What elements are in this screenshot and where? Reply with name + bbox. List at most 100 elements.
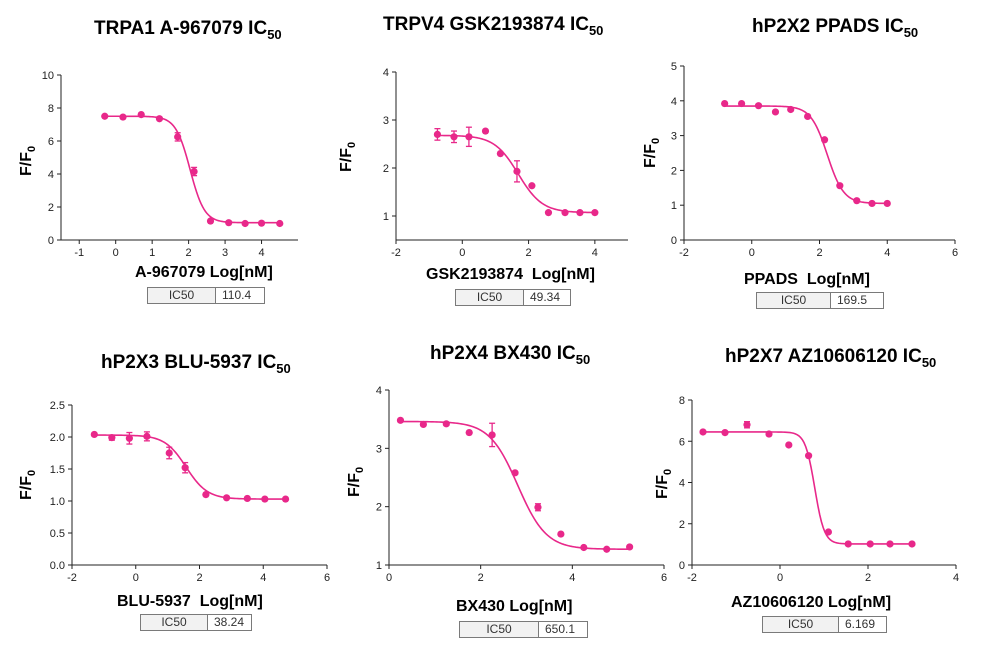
x-tick-label: 4 (569, 572, 575, 584)
x-tick-label: 4 (258, 247, 264, 259)
data-point (241, 219, 249, 228)
data-point (528, 182, 536, 190)
x-tick-label: 2 (865, 572, 871, 584)
x-tick-label: -2 (687, 572, 697, 584)
data-point (257, 219, 266, 227)
y-tick-label: 6 (679, 436, 685, 448)
data-point (481, 127, 490, 135)
x-tick-label: 2 (186, 247, 192, 259)
data-point (155, 115, 164, 123)
y-tick-label: 0 (671, 235, 677, 247)
data-point (561, 209, 569, 217)
x-axis-label: BX430 Log[nM] (456, 598, 573, 615)
y-tick-label: 5 (671, 61, 677, 73)
data-point (626, 543, 634, 551)
ic50-label: IC50 (763, 617, 839, 632)
data-point (165, 449, 173, 457)
x-tick-label: 0 (459, 247, 465, 259)
data-point (202, 491, 210, 499)
data-point (787, 105, 795, 114)
data-point (243, 494, 251, 503)
y-tick-label: 2 (48, 202, 54, 214)
x-axis-label: A-967079 Log[nM] (135, 264, 273, 281)
y-tick-label: 0.5 (50, 528, 65, 540)
data-point (721, 428, 729, 437)
ic50-value: 110.4 (216, 288, 264, 303)
data-point (824, 528, 833, 536)
y-tick-label: 4 (376, 385, 382, 397)
data-point (125, 434, 133, 442)
data-point (174, 133, 182, 141)
data-point (544, 209, 553, 217)
data-point (908, 540, 916, 548)
data-point (419, 420, 427, 429)
x-tick-label: 6 (661, 572, 667, 584)
data-point (785, 441, 793, 449)
y-tick-label: 4 (679, 478, 685, 490)
data-point (836, 182, 844, 190)
data-point (190, 167, 198, 176)
data-point (442, 420, 450, 428)
data-point (737, 99, 746, 108)
y-tick-label: 1.0 (50, 496, 65, 508)
y-tick-label: 8 (679, 395, 685, 407)
data-point (281, 495, 290, 503)
x-tick-label: 0 (386, 572, 392, 584)
x-tick-label: 2 (526, 247, 532, 259)
data-point (488, 431, 496, 439)
ic50-value: 49.34 (524, 290, 570, 305)
y-tick-label: 0 (679, 560, 685, 572)
ic50-value: 650.1 (539, 622, 587, 637)
data-point (743, 421, 751, 429)
data-point (866, 540, 874, 548)
data-point (534, 503, 542, 511)
y-tick-label: 3 (376, 443, 382, 455)
data-point (853, 197, 861, 205)
x-tick-label: 0 (133, 572, 139, 584)
data-point (844, 540, 852, 548)
chart-title: hP2X7 AZ10606120 IC50 (725, 346, 937, 370)
data-point (513, 167, 521, 175)
y-tick-label: 1 (383, 211, 389, 223)
x-tick-label: 0 (749, 247, 755, 259)
x-tick-label: 6 (324, 572, 330, 584)
fit-curve (94, 434, 286, 500)
data-point (276, 219, 284, 228)
data-point (450, 133, 458, 141)
x-tick-label: -1 (74, 247, 84, 259)
x-tick-label: 6 (952, 247, 958, 259)
ic50-value: 38.24 (208, 615, 251, 630)
ic50-table: IC50 6.169 (762, 616, 887, 633)
ic50-table: IC50 38.24 (140, 614, 252, 631)
fit-curve (104, 115, 280, 224)
x-tick-label: 0 (777, 572, 783, 584)
data-point (225, 219, 233, 227)
data-point (804, 112, 812, 121)
data-point (868, 199, 876, 208)
data-point (699, 428, 707, 436)
x-tick-label: 4 (953, 572, 959, 584)
data-point (496, 150, 504, 158)
x-tick-label: 2 (478, 572, 484, 584)
data-point (206, 217, 215, 225)
x-tick-label: -2 (679, 247, 689, 259)
x-tick-label: -2 (391, 247, 401, 259)
y-tick-label: 2 (671, 165, 677, 177)
y-tick-label: 10 (42, 70, 54, 82)
data-point (820, 136, 829, 144)
chart-title: hP2X2 PPADS IC50 (752, 16, 919, 40)
y-tick-label: 1.5 (50, 464, 65, 476)
y-tick-label: 3 (671, 131, 677, 143)
data-point (754, 102, 763, 110)
y-tick-label: 0.0 (50, 560, 65, 572)
ic50-table: IC50 650.1 (459, 621, 588, 638)
data-point (883, 199, 891, 208)
y-tick-label: 2 (679, 519, 685, 531)
y-tick-label: 2.0 (50, 432, 65, 444)
data-point (511, 469, 519, 477)
chart-title: TRPV4 GSK2193874 IC50 (383, 14, 604, 38)
y-tick-label: 6 (48, 136, 54, 148)
